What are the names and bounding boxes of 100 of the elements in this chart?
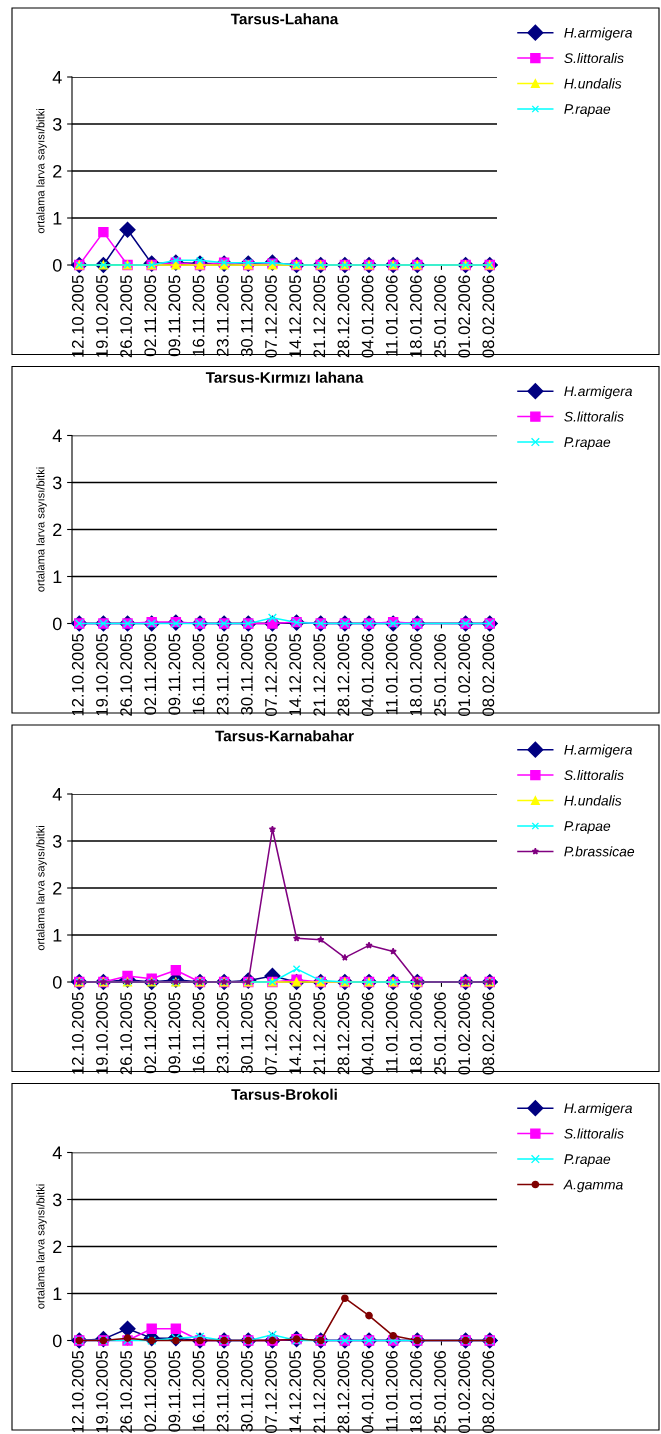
x-tick-label: 16.11.2005 — [192, 992, 205, 1073]
x-tick-label: 16.11.2005 — [192, 275, 205, 356]
x-tick-label: 25.01.2006 — [434, 992, 446, 1075]
x-tick-label: 09.11.2005 — [168, 1350, 181, 1432]
x-tick-label: 09.11.2005 — [168, 992, 181, 1074]
x-tick-label: 04.01.2006 — [361, 1350, 374, 1433]
x-tick-label: 19.10.2005 — [96, 275, 108, 357]
y-tick-label: 2 — [53, 164, 62, 178]
legend-label: H.armigera — [564, 1102, 633, 1116]
x-tick-label: 04.01.2006 — [361, 275, 374, 358]
chart-title: Tarsus-Karnabahar — [215, 730, 354, 742]
x-tick-label: 30.11.2005 — [240, 992, 253, 1074]
x-tick-label: 04.01.2006 — [361, 633, 374, 716]
x-tick-label: 14.12.2005 — [289, 633, 302, 716]
legend-label: P.rapae — [564, 1154, 611, 1167]
legend-label: S.littoralis — [564, 769, 624, 781]
x-tick-label: 07.12.2005 — [265, 633, 277, 716]
x-tick-label: 08.02.2006 — [482, 1350, 495, 1433]
x-tick-label: 08.02.2006 — [482, 275, 495, 358]
x-tick-label: 23.11.2005 — [216, 992, 229, 1074]
x-tick-label: 28.12.2005 — [337, 633, 350, 716]
x-tick-label: 02.11.2005 — [144, 633, 157, 715]
x-tick-label: 26.10.2005 — [120, 633, 133, 716]
x-tick-label: 26.10.2005 — [120, 992, 133, 1075]
x-tick-label: 18.01.2006 — [409, 992, 422, 1074]
y-tick-label: 3 — [52, 117, 62, 131]
x-tick-label: 11.01.2006 — [385, 633, 398, 715]
y-tick-label: 1 — [53, 212, 62, 225]
x-tick-label: 19.10.2005 — [96, 1350, 108, 1433]
chart-title: Tarsus-Kırmızı lahana — [205, 371, 364, 383]
legend-label: S.littoralis — [564, 52, 624, 64]
y-tick-label: 4 — [52, 429, 62, 443]
x-tick-label: 30.11.2005 — [240, 275, 253, 357]
x-tick-label: 02.11.2005 — [144, 275, 157, 357]
x-tick-label: 26.10.2005 — [120, 275, 133, 358]
y-tick-label: 3 — [52, 834, 62, 848]
y-tick-label: 4 — [52, 71, 62, 84]
y-tick-label: 2 — [53, 881, 62, 895]
legend-label: H.armigera — [564, 385, 633, 399]
x-tick-label: 14.12.2005 — [289, 275, 302, 357]
x-tick-label: 12.10.2005 — [71, 1350, 84, 1433]
x-tick-label: 07.12.2005 — [265, 992, 277, 1075]
x-tick-label: 25.01.2006 — [434, 633, 446, 716]
x-tick-label: 09.11.2005 — [168, 275, 181, 357]
legend-label: P.rapae — [564, 437, 611, 450]
x-tick-label: 28.12.2005 — [337, 992, 350, 1075]
x-tick-label: 01.02.2006 — [458, 1350, 471, 1433]
y-axis-title: ortalama larva sayısı/bitki — [36, 467, 47, 592]
x-tick-label: 19.10.2005 — [96, 633, 108, 716]
x-tick-label: 18.01.2006 — [409, 275, 422, 357]
x-tick-label: 16.11.2005 — [192, 1350, 205, 1432]
x-tick-label: 12.10.2005 — [71, 992, 84, 1074]
legend-label: H.armigera — [564, 744, 633, 758]
x-tick-label: 23.11.2005 — [216, 1350, 229, 1432]
x-tick-label: 02.11.2005 — [144, 1350, 157, 1432]
y-tick-label: 0 — [52, 617, 62, 631]
x-tick-label: 21.12.2005 — [313, 633, 326, 716]
y-tick-label: 3 — [52, 476, 62, 490]
x-tick-label: 30.11.2005 — [240, 1350, 253, 1432]
legend-label: A.gamma — [563, 1179, 623, 1193]
y-axis-title: ortalama larva sayısı/bitki — [36, 109, 47, 234]
x-tick-label: 12.10.2005 — [71, 275, 84, 357]
x-tick-label: 01.02.2006 — [458, 275, 471, 358]
x-tick-label: 16.11.2005 — [192, 633, 205, 715]
chart-title: Tarsus-Brokoli — [231, 1088, 337, 1100]
y-tick-label: 0 — [52, 975, 62, 989]
legend-label: P.rapae — [564, 104, 611, 117]
x-tick-label: 21.12.2005 — [313, 1350, 326, 1433]
x-tick-label: 04.01.2006 — [361, 992, 374, 1075]
x-tick-label: 02.11.2005 — [144, 992, 157, 1074]
x-tick-label: 07.12.2005 — [265, 275, 277, 358]
y-tick-label: 2 — [53, 523, 62, 537]
x-tick-label: 11.01.2006 — [385, 992, 398, 1073]
x-tick-label: 19.10.2005 — [96, 992, 108, 1074]
legend-label: P.brassicae — [564, 846, 635, 857]
x-tick-label: 18.01.2006 — [409, 1350, 422, 1433]
x-tick-label: 21.12.2005 — [313, 992, 326, 1075]
y-tick-label: 1 — [53, 929, 62, 942]
x-tick-label: 28.12.2005 — [337, 1350, 350, 1433]
y-axis-title: ortalama larva sayısı/bitki — [36, 826, 47, 951]
x-tick-label: 28.12.2005 — [337, 275, 350, 358]
x-tick-label: 25.01.2006 — [434, 275, 446, 358]
legend-label: S.littoralis — [564, 1128, 624, 1139]
x-tick-label: 09.11.2005 — [168, 633, 181, 715]
x-tick-label: 14.12.2005 — [289, 1350, 302, 1433]
y-tick-label: 4 — [52, 1146, 62, 1160]
x-tick-label: 26.10.2005 — [120, 1350, 133, 1433]
x-tick-label: 30.11.2005 — [240, 633, 253, 715]
legend-label: P.rapae — [564, 821, 611, 834]
y-tick-label: 4 — [52, 788, 62, 801]
y-tick-label: 0 — [52, 258, 62, 272]
legend-label: S.littoralis — [564, 411, 624, 422]
legend-label: H.undalis — [564, 78, 622, 89]
x-tick-label: 08.02.2006 — [482, 633, 495, 716]
chart-title: Tarsus-Lahana — [230, 13, 339, 25]
x-tick-label: 14.12.2005 — [289, 992, 302, 1074]
y-tick-label: 1 — [53, 570, 62, 584]
y-tick-label: 3 — [52, 1193, 62, 1207]
legend-label: H.armigera — [564, 27, 633, 41]
y-axis-title: ortalama larva sayısı/bitki — [36, 1184, 47, 1309]
